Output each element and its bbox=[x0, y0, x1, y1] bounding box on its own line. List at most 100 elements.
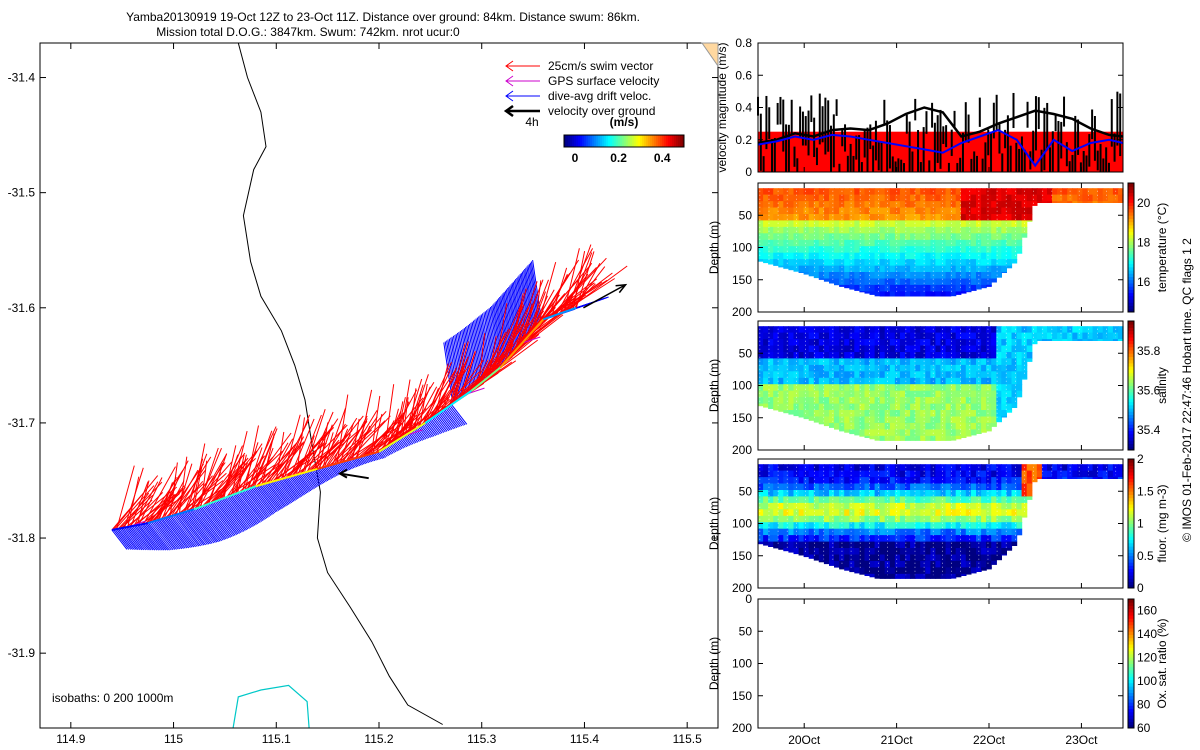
heatmap-cell bbox=[981, 554, 987, 562]
heatmap-cell bbox=[884, 554, 891, 562]
heatmap-cell bbox=[768, 345, 774, 353]
colorbar-cell bbox=[1128, 491, 1134, 495]
heatmap-cell bbox=[945, 483, 952, 491]
swim-vector bbox=[395, 397, 406, 442]
heatmap-cell bbox=[970, 416, 977, 424]
heatmap-cell bbox=[970, 259, 977, 267]
heatmap-cell bbox=[783, 410, 789, 414]
heatmap-cell bbox=[976, 528, 982, 536]
heatmap-cell bbox=[1016, 515, 1023, 523]
heatmap-cell bbox=[1016, 483, 1023, 491]
heatmap-cell bbox=[894, 339, 901, 347]
colorbar-cell bbox=[1128, 404, 1134, 409]
heatmap-cell bbox=[986, 220, 992, 228]
heatmap-cell bbox=[773, 345, 779, 353]
drift-vector bbox=[505, 289, 516, 351]
colorbar-cell bbox=[1128, 695, 1134, 700]
heatmap-cell bbox=[889, 384, 896, 392]
heatmap-cell bbox=[758, 226, 764, 234]
heatmap-cell bbox=[925, 548, 931, 556]
heatmap-cell bbox=[793, 384, 800, 392]
heatmap-cell bbox=[930, 541, 937, 549]
heatmap-cell bbox=[788, 188, 795, 196]
heatmap-cell bbox=[803, 416, 810, 420]
heatmap-cell bbox=[889, 207, 896, 215]
heatmap-cell bbox=[905, 429, 911, 437]
swim-vector bbox=[480, 331, 506, 384]
colorbar-cell bbox=[1128, 657, 1134, 661]
heatmap-cell bbox=[879, 214, 886, 221]
heatmap-cell bbox=[960, 201, 967, 209]
drift-vector bbox=[127, 526, 147, 551]
heatmap-cell bbox=[793, 397, 800, 405]
heatmap-cell bbox=[981, 384, 987, 392]
heatmap-cell bbox=[991, 422, 997, 427]
x-tick-label: 115.4 bbox=[570, 732, 599, 746]
heatmap-cell bbox=[1001, 554, 1007, 556]
heatmap-cell bbox=[925, 194, 931, 202]
heatmap-cell bbox=[894, 377, 901, 385]
x-tick-label: 115.1 bbox=[262, 732, 291, 746]
heatmap-cell bbox=[763, 364, 769, 372]
heatmap-cell bbox=[823, 560, 830, 565]
heatmap-cell bbox=[945, 464, 952, 472]
heatmap-cell bbox=[1006, 397, 1013, 405]
heatmap-cell bbox=[778, 220, 784, 228]
colorbar-tick-label: 1 bbox=[1137, 517, 1144, 531]
heatmap-cell bbox=[925, 345, 931, 353]
heatmap-cell bbox=[839, 214, 845, 221]
heatmap-cell bbox=[981, 278, 987, 286]
heatmap-cell bbox=[768, 496, 774, 504]
swim-vector bbox=[218, 445, 243, 500]
heatmap-cell bbox=[778, 252, 784, 260]
heatmap-cell bbox=[834, 390, 840, 398]
heatmap-cell bbox=[894, 246, 901, 254]
heatmap-cell bbox=[1077, 477, 1084, 479]
heatmap-cell bbox=[1062, 339, 1068, 341]
heatmap-cell bbox=[1001, 246, 1007, 254]
heatmap-cell bbox=[874, 352, 881, 359]
heatmap-cell bbox=[793, 496, 800, 504]
heatmap-cell bbox=[905, 246, 911, 254]
heatmap-cell bbox=[859, 201, 866, 209]
heatmap-cell bbox=[986, 233, 992, 241]
heatmap-cell bbox=[1021, 201, 1028, 209]
heatmap-cell bbox=[798, 371, 805, 379]
drift-vector bbox=[352, 458, 359, 467]
colorbar-cell bbox=[566, 135, 569, 147]
colorbar-cell bbox=[1128, 427, 1134, 432]
heatmap-cell bbox=[773, 201, 779, 209]
heatmap-cell bbox=[910, 265, 916, 273]
heatmap-cell bbox=[1016, 326, 1023, 334]
heatmap-cell bbox=[930, 284, 937, 292]
drift-vector bbox=[202, 505, 229, 539]
heatmap-cell bbox=[991, 188, 997, 196]
drift-vector bbox=[391, 443, 398, 452]
heatmap-cell bbox=[793, 410, 800, 417]
heatmap-cell bbox=[935, 422, 942, 430]
heatmap-cell bbox=[915, 220, 921, 228]
heatmap-cell bbox=[823, 490, 830, 497]
heatmap-cell bbox=[778, 528, 784, 536]
heatmap-cell bbox=[935, 470, 942, 478]
heatmap-cell bbox=[803, 548, 810, 556]
heatmap-cell bbox=[773, 207, 779, 215]
heatmap-cell bbox=[1021, 352, 1028, 359]
heatmap-cell bbox=[970, 239, 977, 247]
heatmap-cell bbox=[1072, 188, 1078, 196]
heatmap-cell bbox=[879, 397, 886, 405]
heatmap-cell bbox=[834, 397, 840, 405]
heatmap-cell bbox=[1041, 464, 1048, 472]
heatmap-cell bbox=[879, 384, 886, 392]
heatmap-cell bbox=[889, 377, 896, 385]
swim-vector bbox=[231, 430, 248, 496]
drift-vector bbox=[366, 454, 373, 463]
heatmap-cell bbox=[859, 239, 866, 247]
heatmap-cell bbox=[955, 272, 962, 279]
heatmap-cell bbox=[768, 214, 774, 221]
heatmap-cell bbox=[1006, 339, 1013, 347]
heatmap-cell bbox=[783, 522, 789, 530]
heatmap-cell bbox=[976, 226, 982, 234]
heatmap-cell bbox=[955, 332, 962, 340]
heatmap-cell bbox=[859, 284, 866, 292]
